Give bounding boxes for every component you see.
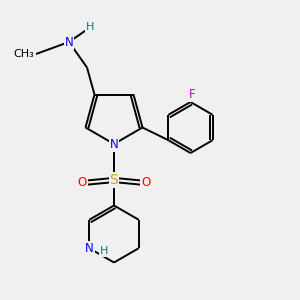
Text: S: S — [110, 173, 118, 187]
Text: N: N — [85, 242, 94, 255]
Text: N: N — [110, 137, 118, 151]
Text: H: H — [100, 246, 109, 256]
Text: CH₃: CH₃ — [14, 49, 34, 59]
Text: F: F — [189, 88, 195, 101]
Text: O: O — [141, 176, 150, 190]
Text: O: O — [78, 176, 87, 190]
Text: H: H — [86, 22, 94, 32]
Text: N: N — [64, 35, 74, 49]
